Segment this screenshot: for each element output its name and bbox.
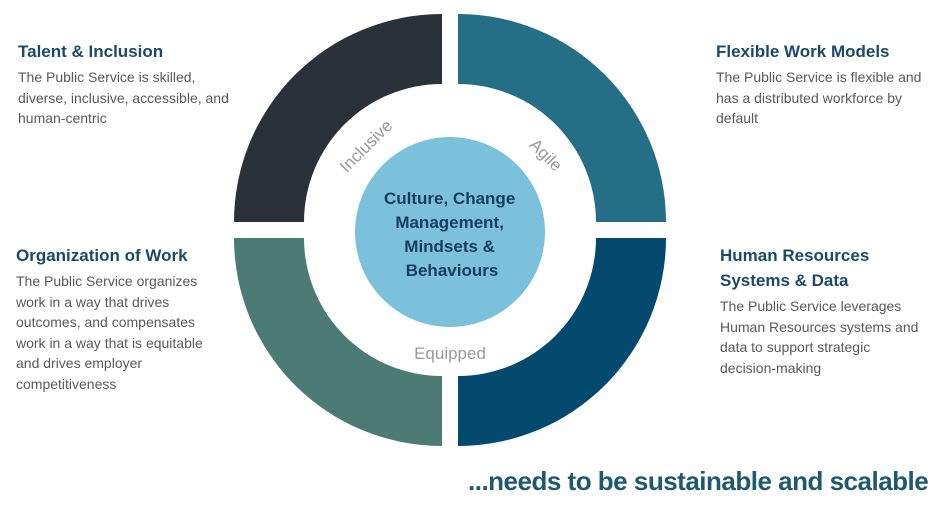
hr-systems-description: The Public Service leverages Human Resou… (720, 298, 919, 376)
flexible-work-block: Flexible Work Models The Public Service … (716, 39, 941, 129)
ring-label-equipped: Equipped (414, 344, 486, 363)
segment-organization-of-work (234, 238, 442, 446)
talent-inclusion-description: The Public Service is skilled, diverse, … (18, 69, 229, 126)
organization-of-work-title: Organization of Work (16, 246, 188, 265)
center-label: Culture, Change Management, Mindsets & B… (384, 189, 520, 280)
talent-inclusion-title: Talent & Inclusion (18, 42, 164, 61)
talent-inclusion-block: Talent & Inclusion The Public Service is… (18, 39, 233, 129)
tagline: ...needs to be sustainable and scalable (468, 466, 929, 496)
flexible-work-description: The Public Service is flexible and has a… (716, 69, 922, 126)
segment-flexible-work (458, 14, 666, 222)
hr-systems-block: Human Resources Systems & Data The Publi… (720, 243, 920, 378)
center-circle (355, 137, 545, 327)
segment-hr-systems (458, 238, 666, 446)
hr-systems-title: Human Resources Systems & Data (720, 246, 870, 290)
ring-label-agile: Agile (526, 135, 566, 175)
organization-of-work-block: Organization of Work The Public Service … (16, 243, 216, 394)
organization-of-work-description: The Public Service organizes work in a w… (16, 273, 203, 392)
segment-talent-inclusion (234, 14, 442, 222)
flexible-work-title: Flexible Work Models (716, 42, 890, 61)
